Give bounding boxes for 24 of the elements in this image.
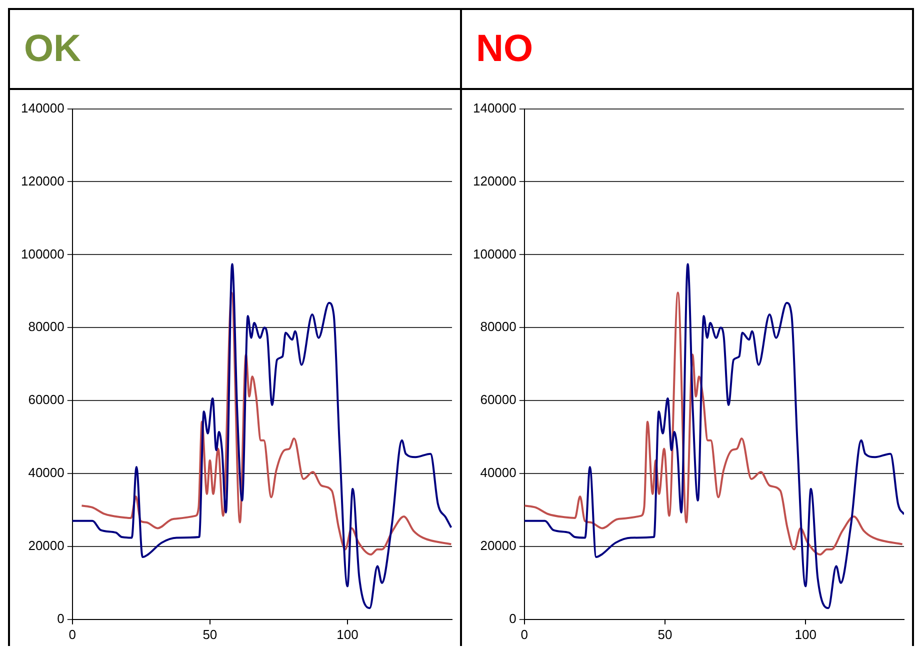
y-tick-label: 40000 [28,465,64,480]
y-tick-label: 120000 [20,173,64,188]
x-tick-label: 100 [794,626,816,642]
chart-title: NO [476,28,533,70]
y-tick-label: 100000 [472,246,516,262]
x-tick-label: 0 [68,626,76,642]
y-tick-label: 120000 [472,173,516,188]
y-tick-label: 0 [57,610,64,626]
y-tick-label: 0 [509,610,516,626]
chart-title: OK [24,28,81,70]
x-tick-label: 50 [658,626,672,642]
y-tick-label: 20000 [480,538,516,554]
y-tick-label: 40000 [480,465,516,480]
x-tick-label: 50 [202,626,218,642]
x-tick-label: 100 [336,626,358,642]
y-tick-label: 100000 [20,246,64,262]
x-tick-label: 0 [520,626,528,642]
y-tick-label: 20000 [28,538,64,554]
y-tick-label: 140000 [472,100,516,116]
y-tick-label: 60000 [480,392,516,408]
y-tick-label: 80000 [480,319,516,334]
y-tick-label: 80000 [28,319,64,334]
y-tick-label: 140000 [20,100,64,116]
y-tick-label: 60000 [28,392,64,408]
